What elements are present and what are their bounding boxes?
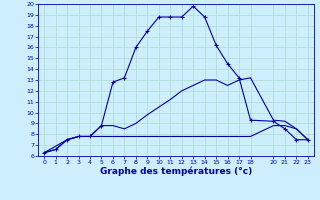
X-axis label: Graphe des températures (°c): Graphe des températures (°c) [100, 167, 252, 176]
